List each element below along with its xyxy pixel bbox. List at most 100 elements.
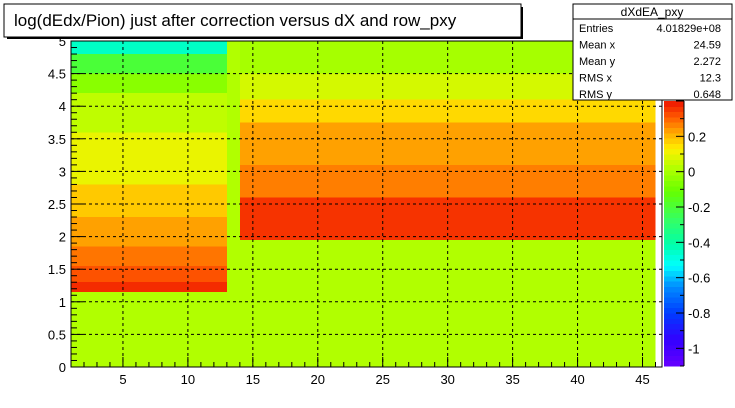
colorbar-segment	[664, 122, 684, 128]
colorbar-segment	[664, 323, 684, 330]
colorbar-segment	[664, 275, 684, 282]
colorbar-segment	[664, 111, 684, 118]
y-tick-label: 3.5	[48, 132, 66, 147]
heatmap-cell	[71, 93, 227, 133]
x-tick-label: 10	[181, 372, 195, 387]
x-tick-label: 45	[635, 372, 649, 387]
colorbar-segment	[664, 339, 684, 346]
colorbar-segment	[664, 143, 684, 150]
colorbar-segment	[664, 217, 684, 224]
y-tick-label: 2.5	[48, 197, 66, 212]
colorbar-segment	[664, 270, 684, 277]
colorbar-segment	[664, 302, 684, 309]
x-tick-label: 35	[505, 372, 519, 387]
heatmap-cell	[71, 292, 656, 367]
colorbar-segment	[664, 265, 684, 272]
stats-row-value: 0.648	[693, 89, 721, 101]
stats-box-name: dXdEA_pxy	[621, 5, 684, 19]
heatmap-cell	[71, 54, 227, 74]
colorbar-segment	[664, 228, 684, 234]
colorbar-segment	[664, 254, 684, 261]
colorbar-segment	[664, 101, 684, 107]
y-tick-label: 3	[59, 164, 66, 179]
heatmap-cell	[71, 246, 227, 266]
stats-box-frame	[572, 3, 733, 101]
colorbar-segment	[664, 249, 684, 256]
colorbar-segment	[664, 148, 684, 155]
colorbar-segment	[664, 334, 684, 340]
colorbar-segment	[664, 127, 684, 134]
y-tick-label: 1	[59, 295, 66, 310]
colorbar-axis: -1 -0.8 -0.6 -0.4 -0.2 0 0.2	[676, 100, 710, 367]
colorbar-segment	[664, 196, 684, 203]
colorbar-segment	[664, 212, 684, 219]
title-box-frame	[3, 3, 522, 38]
y-axis: 0 0.5 1 1.5 2 2.5 3 3.5 4 4.5 5	[48, 34, 83, 375]
stats-box: dXdEA_pxy Entries 4.01829e+08 Mean x 24.59 M…	[572, 3, 733, 101]
stats-row-label: Entries	[579, 23, 614, 35]
y-tick-label: 0.5	[48, 327, 66, 342]
heatmap-cell	[71, 265, 227, 283]
title-box-shadow-side	[521, 7, 523, 39]
colorbar-segment	[664, 344, 684, 351]
x-axis: 5 10 15 20 25 30 35 40 45	[83, 357, 657, 387]
colorbar-tick-label: -0.8	[688, 306, 710, 321]
chart-title: log(dEdx/Pion) just after correction ver…	[14, 11, 457, 30]
heatmap-cell	[71, 73, 227, 94]
colorbar-segment	[664, 207, 684, 213]
heatmap-cell	[71, 41, 227, 55]
plot-area	[71, 41, 656, 367]
colorbar-segment	[664, 191, 684, 197]
colorbar-segment	[664, 185, 684, 192]
colorbar-segment	[664, 350, 684, 356]
stats-row-label: RMS y	[579, 89, 613, 101]
colorbar-tick-label: -0.4	[688, 235, 710, 250]
y-tick-label: 2	[59, 230, 66, 245]
colorbar-segment	[664, 260, 684, 266]
heatmap-cell	[71, 132, 227, 185]
colorbar-segment	[664, 233, 684, 240]
x-tick-label: 5	[119, 372, 126, 387]
stats-row-label: Mean x	[579, 40, 616, 52]
stats-row-value: 2.272	[693, 56, 721, 68]
colorbar-tick-label: 0	[688, 165, 695, 180]
colorbar-segment	[664, 180, 684, 187]
heatmap-cell	[226, 41, 240, 293]
colorbar-segment	[664, 116, 684, 123]
colorbar-segment	[664, 169, 684, 176]
y-tick-label: 0	[59, 360, 66, 375]
stats-row-value: 4.01829e+08	[656, 23, 721, 35]
stats-rows: Entries 4.01829e+08 Mean x 24.59 Mean y 2.272…	[579, 23, 721, 101]
x-tick-label: 30	[440, 372, 454, 387]
colorbar-tick-label: 0.2	[688, 129, 706, 144]
heatmap-cell	[71, 282, 227, 293]
heatmap-cell	[71, 184, 227, 218]
colorbar-segment	[664, 318, 684, 325]
colorbar-segment	[664, 355, 684, 362]
colorbar-segment	[664, 291, 684, 298]
x-tick-label: 15	[246, 372, 260, 387]
heatmap-cell	[239, 99, 656, 123]
colorbar-segment	[664, 159, 684, 166]
title-box-shadow	[7, 37, 522, 39]
stats-row-label: RMS x	[579, 73, 613, 85]
colorbar-segment	[664, 175, 684, 181]
colorbar-segment	[664, 201, 684, 208]
colorbar-segment	[664, 238, 684, 245]
colorbar-segment	[664, 154, 684, 160]
colorbar-segment	[664, 132, 684, 139]
y-tick-label: 1.5	[48, 262, 66, 277]
y-tick-label: 5	[59, 34, 66, 49]
colorbar-segment	[664, 222, 684, 229]
stats-row-label: Mean y	[579, 56, 616, 68]
x-tick-label: 25	[376, 372, 390, 387]
colorbar-segment	[664, 297, 684, 303]
colorbar-tick-label: -0.2	[688, 200, 710, 215]
colorbar-segment	[664, 286, 684, 293]
x-tick-label: 40	[570, 372, 584, 387]
colorbar-segment	[664, 106, 684, 113]
colorbar-segment	[664, 281, 684, 287]
colorbar-tick-label: -0.6	[688, 271, 710, 286]
colorbar-segment	[664, 244, 684, 250]
